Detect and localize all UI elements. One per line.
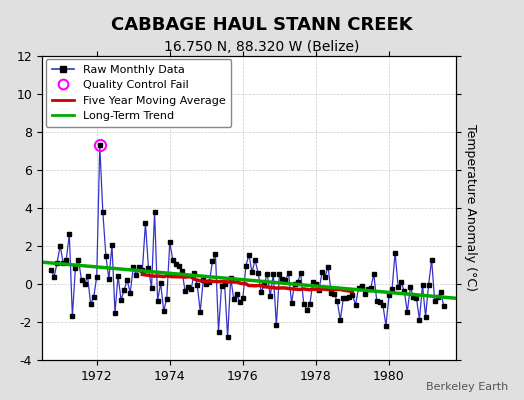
Text: 16.750 N, 88.320 W (Belize): 16.750 N, 88.320 W (Belize)	[165, 40, 359, 54]
Text: Berkeley Earth: Berkeley Earth	[426, 382, 508, 392]
Text: CABBAGE HAUL STANN CREEK: CABBAGE HAUL STANN CREEK	[111, 16, 413, 34]
Legend: Raw Monthly Data, Quality Control Fail, Five Year Moving Average, Long-Term Tren: Raw Monthly Data, Quality Control Fail, …	[46, 59, 231, 127]
Y-axis label: Temperature Anomaly (°C): Temperature Anomaly (°C)	[464, 124, 477, 292]
